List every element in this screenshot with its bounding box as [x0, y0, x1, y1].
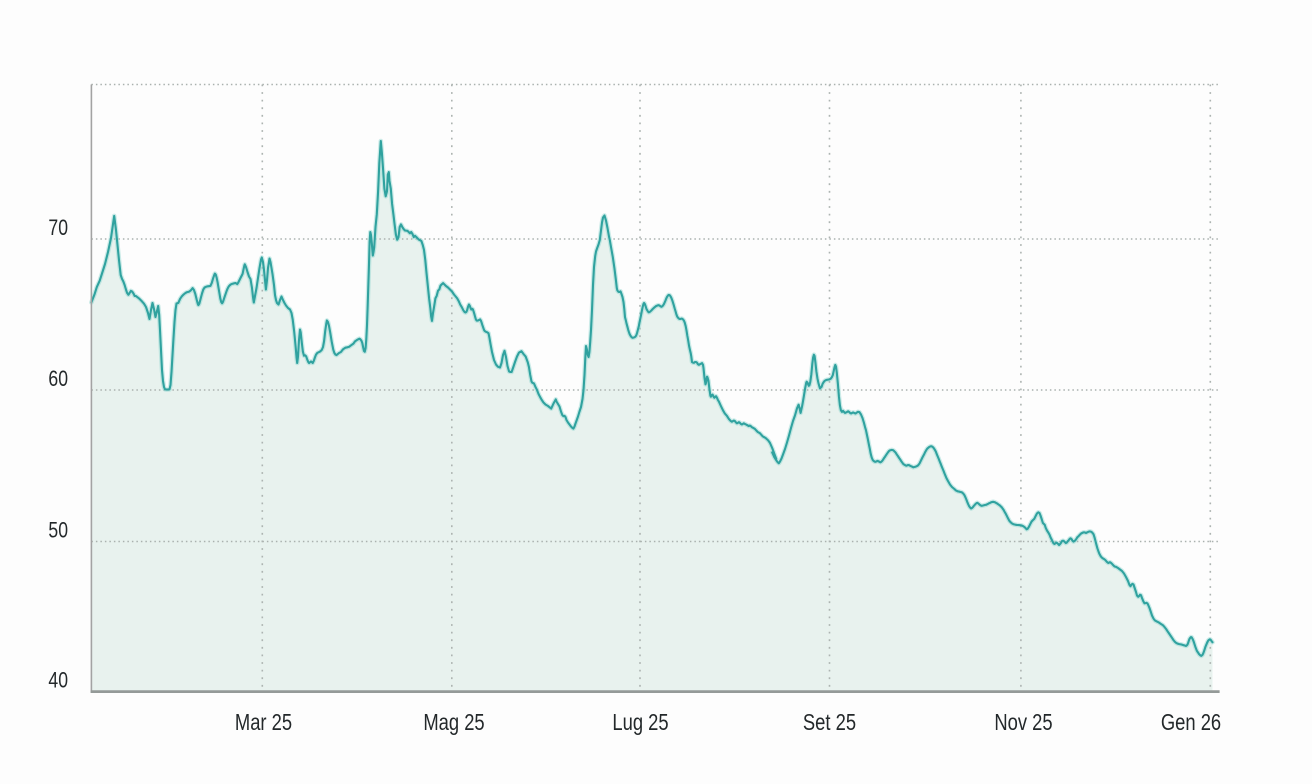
svg-text:Gen 26: Gen 26 — [1161, 710, 1221, 735]
svg-text:Mar 25: Mar 25 — [235, 710, 292, 735]
svg-text:Mag 25: Mag 25 — [423, 710, 484, 735]
svg-text:Lug 25: Lug 25 — [612, 710, 668, 735]
svg-text:Nov 25: Nov 25 — [994, 710, 1052, 735]
svg-text:50: 50 — [48, 519, 68, 543]
svg-text:60: 60 — [48, 367, 68, 391]
svg-text:40: 40 — [48, 669, 68, 693]
svg-text:70: 70 — [48, 216, 68, 240]
svg-text:Set 25: Set 25 — [803, 710, 856, 735]
